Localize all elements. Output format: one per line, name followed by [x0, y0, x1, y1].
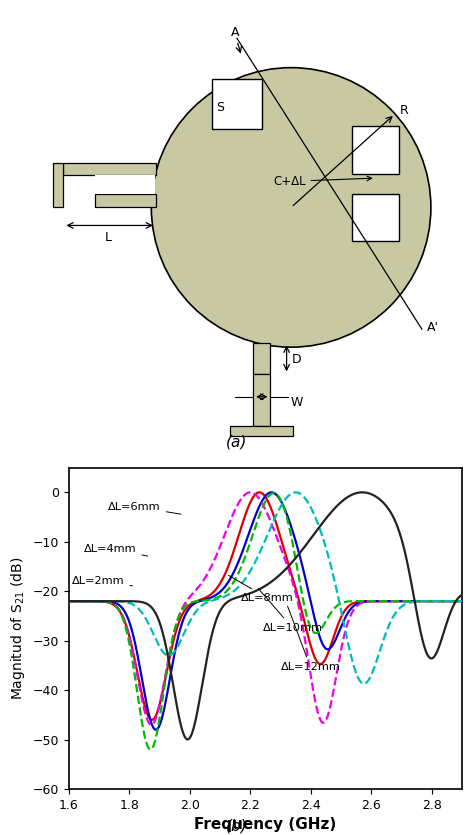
Text: ΔL=2mm: ΔL=2mm — [72, 576, 133, 586]
Bar — [352, 126, 399, 174]
Text: (b): (b) — [226, 819, 248, 834]
X-axis label: Frequency (GHz): Frequency (GHz) — [194, 817, 337, 832]
Y-axis label: Magnitud of S$_{21}$ (dB): Magnitud of S$_{21}$ (dB) — [9, 557, 27, 700]
Text: C+ΔL: C+ΔL — [273, 175, 372, 188]
Bar — [253, 374, 270, 426]
Text: L: L — [105, 231, 112, 244]
Bar — [95, 175, 155, 195]
Text: A': A' — [427, 321, 439, 334]
Text: ΔL=4mm: ΔL=4mm — [84, 544, 148, 556]
Text: ΔL=6mm: ΔL=6mm — [108, 502, 181, 514]
Text: ΔL=8mm: ΔL=8mm — [228, 575, 294, 603]
Bar — [352, 194, 399, 241]
Text: A: A — [230, 26, 239, 39]
Text: ΔL=12mm: ΔL=12mm — [281, 606, 340, 672]
Text: W: W — [291, 396, 303, 409]
Text: ΔL=10mm: ΔL=10mm — [258, 589, 322, 633]
Text: R: R — [400, 104, 408, 117]
Text: D: D — [292, 353, 301, 366]
Bar — [253, 342, 270, 374]
Bar — [230, 426, 293, 436]
Bar — [54, 163, 64, 207]
Bar — [64, 163, 156, 175]
Text: S: S — [216, 101, 224, 114]
Bar — [95, 195, 156, 207]
Circle shape — [151, 68, 431, 347]
Text: (a): (a) — [226, 434, 248, 449]
Bar — [212, 79, 262, 129]
